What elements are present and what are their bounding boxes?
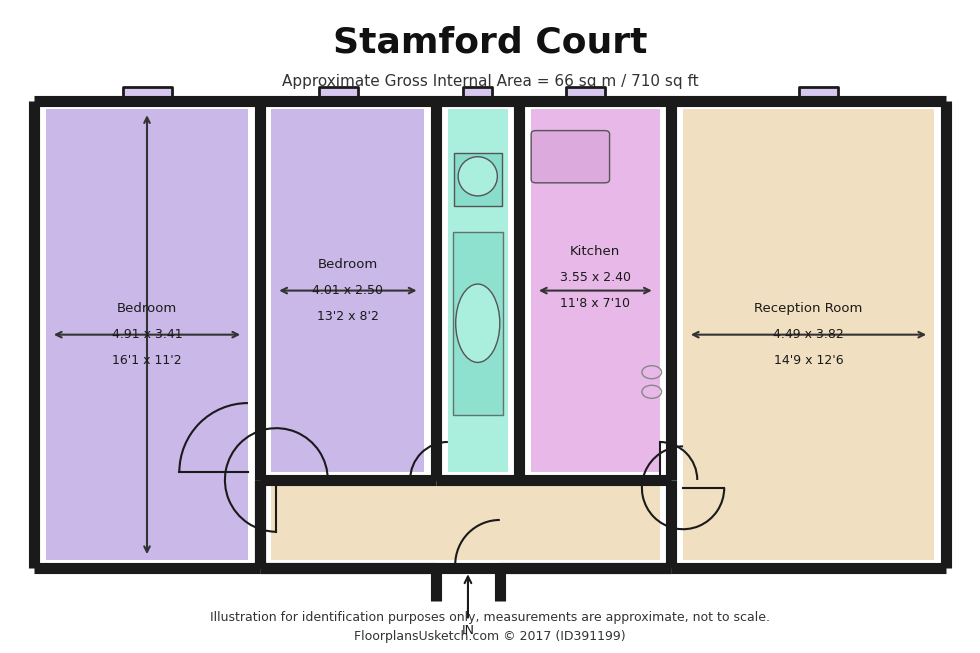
Bar — [448, 109, 508, 472]
Bar — [271, 109, 424, 472]
Text: 4.01 x 2.50: 4.01 x 2.50 — [313, 284, 383, 297]
Text: 11'8 x 7'10: 11'8 x 7'10 — [561, 297, 630, 310]
Bar — [271, 480, 660, 560]
Text: Bedroom: Bedroom — [117, 302, 177, 315]
Text: Approximate Gross Internal Area = 66 sq m / 710 sq ft: Approximate Gross Internal Area = 66 sq … — [281, 74, 699, 89]
Bar — [464, 87, 493, 101]
Text: 14'9 x 12'6: 14'9 x 12'6 — [773, 355, 844, 367]
Text: FloorplansUsketch.com © 2017 (ID391199): FloorplansUsketch.com © 2017 (ID391199) — [354, 630, 626, 643]
Bar — [799, 87, 838, 101]
Text: Reception Room: Reception Room — [755, 302, 862, 315]
Text: Stamford Court: Stamford Court — [333, 25, 647, 59]
Text: Bedroom: Bedroom — [318, 258, 378, 271]
Bar — [122, 87, 172, 101]
Bar — [531, 109, 660, 472]
Bar — [683, 109, 934, 560]
FancyBboxPatch shape — [531, 131, 610, 183]
Text: Kitchen: Kitchen — [570, 245, 620, 258]
Text: 4.49 x 3.82: 4.49 x 3.82 — [773, 328, 844, 341]
Bar — [453, 232, 503, 415]
Text: IN: IN — [462, 624, 474, 637]
Text: 4.91 x 3.41: 4.91 x 3.41 — [112, 328, 182, 341]
Ellipse shape — [459, 157, 498, 196]
Ellipse shape — [456, 284, 500, 362]
Text: 3.55 x 2.40: 3.55 x 2.40 — [560, 271, 631, 284]
Bar — [454, 153, 502, 206]
Bar — [566, 87, 606, 101]
Text: 13'2 x 8'2: 13'2 x 8'2 — [317, 310, 379, 323]
Text: Illustration for identification purposes only, measurements are approximate, not: Illustration for identification purposes… — [210, 611, 770, 624]
Text: 16'1 x 11'2: 16'1 x 11'2 — [112, 355, 182, 367]
Bar — [318, 87, 358, 101]
Bar — [46, 109, 248, 560]
